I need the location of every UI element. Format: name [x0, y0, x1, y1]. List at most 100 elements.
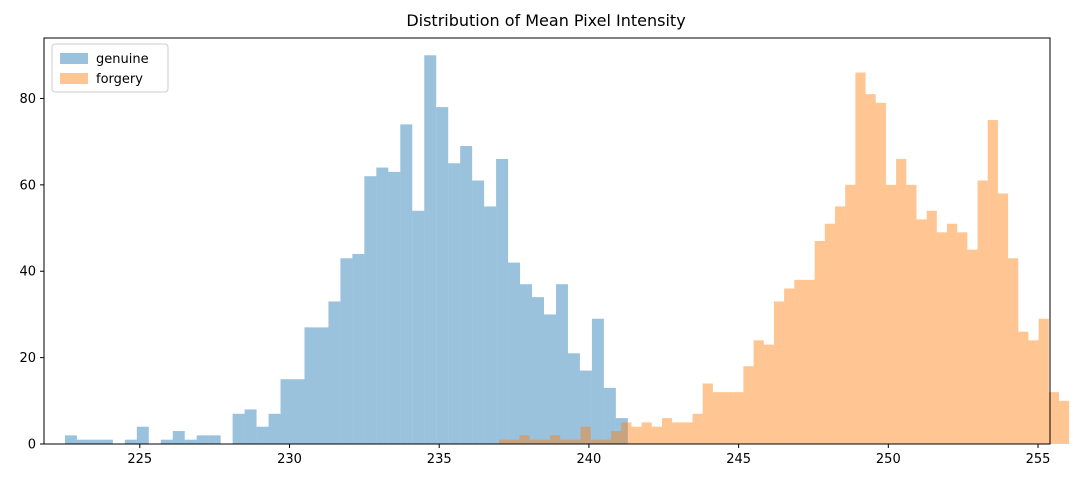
forgery-bar — [794, 279, 805, 444]
forgery-bar — [835, 206, 846, 444]
forgery-bar — [906, 184, 917, 444]
forgery-bar — [723, 392, 734, 444]
x-tick-label: 245 — [726, 452, 751, 467]
forgery-bar — [651, 426, 662, 444]
forgery-bar — [661, 418, 673, 444]
x-tick-label: 235 — [427, 452, 452, 467]
forgery-bar — [814, 241, 825, 444]
forgery-bar — [784, 288, 795, 444]
genuine-bar — [520, 284, 533, 444]
y-tick-label: 40 — [19, 265, 36, 280]
forgery-bar — [682, 422, 693, 444]
forgery-bar — [845, 184, 856, 444]
forgery-bar — [967, 249, 978, 444]
forgery-bar — [865, 94, 876, 445]
legend-swatch-forgery — [60, 73, 88, 84]
genuine-bar — [555, 284, 568, 444]
forgery-bar — [977, 180, 988, 444]
forgery-bar — [560, 439, 571, 444]
forgery-bar — [855, 72, 866, 445]
genuine-bar — [388, 171, 401, 444]
genuine-bar — [352, 253, 365, 444]
forgery-bar — [1018, 331, 1029, 444]
forgery-bar — [549, 435, 561, 444]
genuine-bar — [567, 353, 580, 444]
forgery-bar — [1048, 392, 1059, 444]
genuine-bar — [160, 439, 173, 444]
genuine-bar — [364, 176, 377, 444]
y-tick-label: 80 — [19, 92, 36, 107]
legend — [51, 43, 169, 93]
genuine-bar — [268, 413, 281, 444]
genuine-bar — [256, 426, 269, 444]
legend-label-forgery: forgery — [96, 72, 143, 87]
genuine-bar — [64, 435, 77, 444]
forgery-bar — [621, 422, 632, 444]
forgery-bar — [987, 120, 998, 444]
forgery-bar — [916, 219, 927, 444]
genuine-bar — [88, 439, 101, 444]
y-tick-label: 20 — [19, 351, 36, 366]
forgery-bar — [936, 232, 947, 444]
genuine-bar — [304, 327, 317, 444]
y-tick-label: 0 — [28, 438, 36, 453]
genuine-bar — [292, 379, 305, 444]
forgery-bar — [519, 435, 530, 444]
genuine-bar — [328, 301, 341, 444]
forgery-bar — [1038, 318, 1049, 444]
forgery-bar — [824, 223, 836, 444]
forgery-bar — [641, 422, 652, 444]
forgery-bar — [672, 422, 683, 444]
genuine-bar — [172, 431, 185, 444]
forgery-bar — [692, 413, 703, 444]
forgery-bar — [702, 383, 713, 444]
plot-frame — [43, 37, 1051, 445]
forgery-bar — [600, 439, 612, 444]
forgery-bar — [631, 426, 642, 444]
y-tick-label: 60 — [19, 178, 36, 193]
legend-swatch-genuine — [60, 53, 88, 64]
forgery-bar — [590, 439, 601, 444]
genuine-bar — [603, 387, 616, 444]
forgery-bar — [1058, 400, 1070, 444]
genuine-bar — [340, 258, 353, 444]
genuine-bar — [76, 439, 89, 444]
forgery-bar — [773, 301, 785, 444]
genuine-bar — [532, 297, 545, 444]
forgery-bar — [896, 158, 907, 444]
genuine-bar — [400, 124, 413, 444]
forgery-bar — [875, 102, 886, 444]
genuine-bar — [316, 327, 329, 444]
forgery-bar — [529, 439, 540, 444]
x-tick-label: 240 — [577, 452, 602, 467]
genuine-bar — [280, 379, 293, 444]
forgery-bar — [499, 439, 510, 444]
forgery-bar — [1028, 340, 1039, 444]
genuine-bar — [448, 163, 461, 444]
x-tick-label: 250 — [876, 452, 901, 467]
genuine-bar — [496, 158, 509, 444]
forgery-bar — [947, 223, 958, 444]
genuine-bar — [232, 413, 245, 444]
genuine-bar — [412, 210, 425, 444]
forgery-bar — [743, 366, 754, 444]
forgery-bar — [1008, 258, 1019, 444]
forgery-bar — [753, 340, 764, 444]
forgery-bar — [885, 184, 897, 444]
genuine-bar — [424, 55, 437, 444]
genuine-bar — [579, 370, 592, 444]
forgery-bar — [957, 232, 968, 444]
forgery-bar — [611, 431, 622, 444]
genuine-bar — [591, 318, 604, 444]
genuine-bar — [100, 439, 113, 444]
genuine-bar — [196, 435, 209, 444]
forgery-bar — [926, 210, 937, 444]
forgery-bar — [712, 392, 724, 444]
forgery-bar — [539, 439, 550, 444]
legend-label-genuine: genuine — [96, 52, 149, 67]
genuine-bar — [376, 167, 389, 444]
forgery-bar — [997, 193, 1009, 444]
forgery-bar — [570, 439, 581, 444]
genuine-bar — [208, 435, 221, 444]
